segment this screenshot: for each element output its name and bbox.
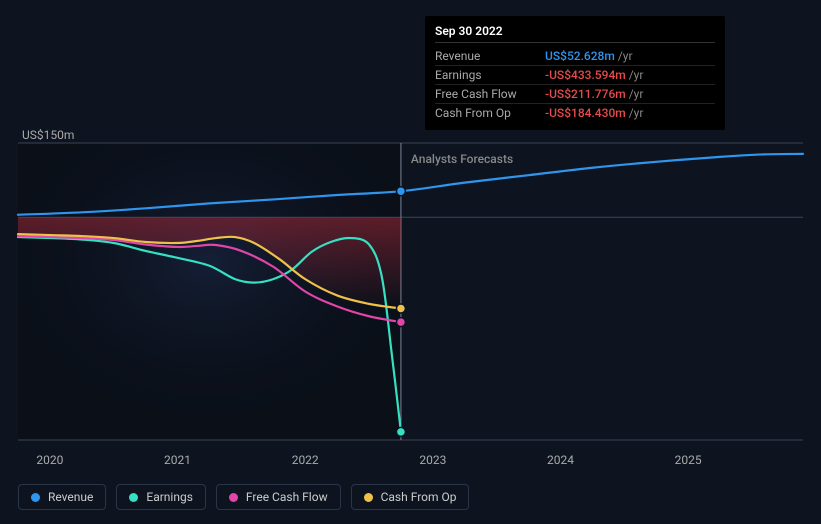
x-axis-tick: 2024: [547, 453, 574, 467]
tooltip-metric-unit: /yr: [629, 68, 644, 82]
series-marker-fcf: [396, 318, 405, 327]
legend-label: Free Cash Flow: [246, 490, 328, 504]
x-axis: 2020 2021 2022 2023 2024 2025: [18, 450, 803, 470]
x-axis-tick: 2023: [419, 453, 446, 467]
earnings-dot-icon: [129, 493, 138, 502]
fcf-dot-icon: [229, 493, 238, 502]
tooltip-metric-value: US$52.628m: [545, 49, 615, 63]
tooltip-row: Earnings-US$433.594m/yr: [435, 66, 715, 85]
x-axis-tick: 2022: [292, 453, 319, 467]
chart-tooltip: Sep 30 2022 RevenueUS$52.628m/yrEarnings…: [425, 16, 725, 130]
legend-label: Earnings: [146, 490, 193, 504]
x-axis-tick: 2025: [675, 453, 702, 467]
cfo-dot-icon: [364, 493, 373, 502]
tooltip-metric-value: -US$433.594m: [545, 68, 626, 82]
x-axis-tick: 2020: [36, 453, 63, 467]
tooltip-metric-unit: /yr: [629, 87, 644, 101]
legend-item-cfo[interactable]: Cash From Op: [351, 484, 470, 510]
series-marker-earnings: [396, 427, 405, 436]
tooltip-metric-value: -US$184.430m: [545, 106, 626, 120]
tooltip-row: Cash From Op-US$184.430m/yr: [435, 104, 715, 122]
chart-plot: [18, 143, 803, 440]
legend-label: Revenue: [48, 490, 93, 504]
series-marker-revenue: [396, 187, 405, 196]
legend-item-fcf[interactable]: Free Cash Flow: [216, 484, 341, 510]
legend-item-revenue[interactable]: Revenue: [18, 484, 106, 510]
tooltip-metric-label: Revenue: [435, 49, 545, 63]
tooltip-metric-label: Free Cash Flow: [435, 87, 545, 101]
legend-label: Cash From Op: [381, 490, 457, 504]
chart-legend: Revenue Earnings Free Cash Flow Cash From O…: [18, 484, 469, 510]
legend-item-earnings[interactable]: Earnings: [116, 484, 206, 510]
series-marker-cfo: [396, 304, 405, 313]
tooltip-row: Free Cash Flow-US$211.776m/yr: [435, 85, 715, 104]
tooltip-metric-value: -US$211.776m: [545, 87, 626, 101]
y-axis-label: US$150m: [22, 128, 74, 142]
tooltip-row: RevenueUS$52.628m/yr: [435, 47, 715, 66]
financials-chart: Sep 30 2022 RevenueUS$52.628m/yrEarnings…: [0, 0, 821, 524]
tooltip-metric-label: Earnings: [435, 68, 545, 82]
tooltip-date: Sep 30 2022: [435, 24, 715, 43]
tooltip-metric-label: Cash From Op: [435, 106, 545, 120]
x-axis-tick: 2021: [164, 453, 191, 467]
revenue-dot-icon: [31, 493, 40, 502]
tooltip-metric-unit: /yr: [629, 106, 644, 120]
tooltip-metric-unit: /yr: [618, 49, 633, 63]
